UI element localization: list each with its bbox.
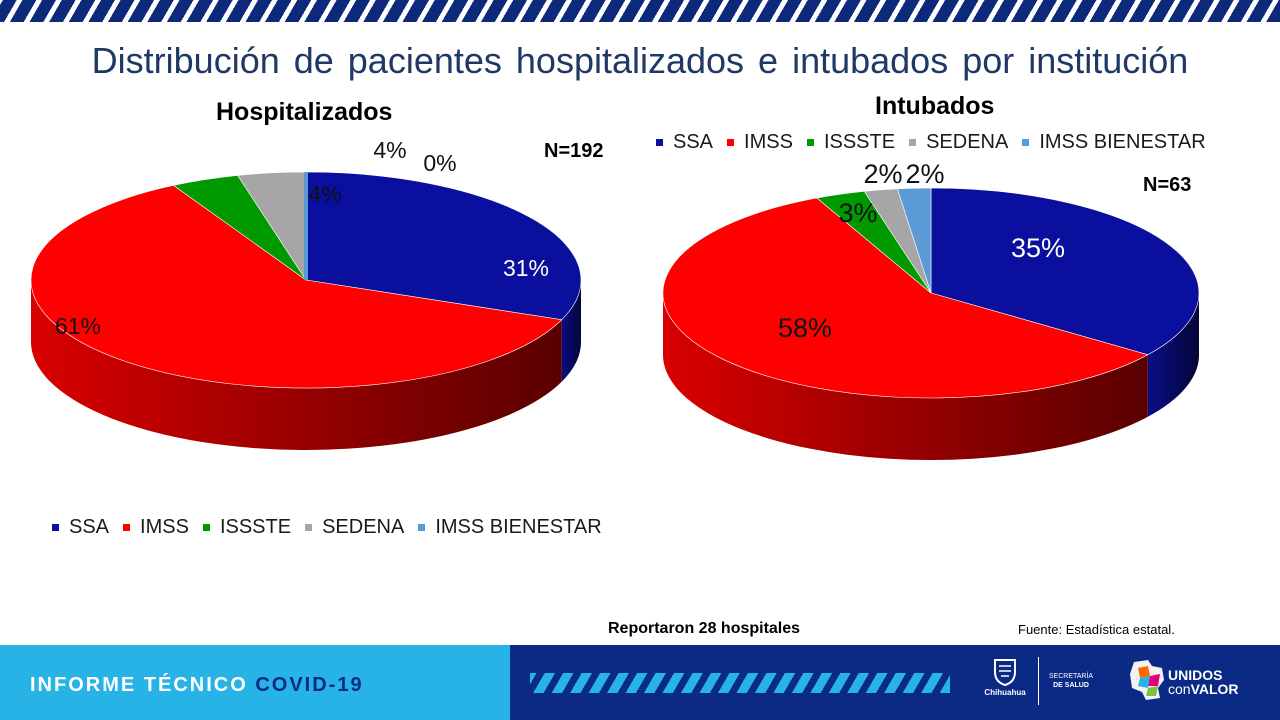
legend-swatch <box>806 139 814 146</box>
legend-item-ssa: SSA <box>52 516 109 539</box>
legend-label: SEDENA <box>926 131 1009 153</box>
state-map-icon <box>1130 660 1164 700</box>
data-label-imss: 61% <box>55 313 101 339</box>
unidos-label: UNIDOS <box>1168 667 1223 683</box>
data-label-imss: 58% <box>778 313 832 343</box>
legend-label: IMSS BIENESTAR <box>435 516 602 538</box>
legend-label: IMSS BIENESTAR <box>1039 131 1206 153</box>
page-title: Distribución de pacientes hospitalizados… <box>91 40 1189 81</box>
report-title: INFORME TÉCNICO COVID-19 <box>30 674 364 697</box>
data-label-issste: 4% <box>308 181 341 207</box>
chihuahua-logo-label: Chihuahua <box>984 688 1026 697</box>
legend-swatch <box>305 524 313 531</box>
data-label-ssa: 31% <box>503 255 549 281</box>
pie-slice-ssa <box>930 187 1200 356</box>
hospitals-reported-note: Reportaron 28 hospitales <box>608 620 801 637</box>
pie-slice-imss <box>30 185 563 389</box>
legend-swatch <box>123 524 131 531</box>
data-label-imss-bienestar: 0% <box>423 150 456 176</box>
data-label-issste: 3% <box>838 198 877 228</box>
legend-item-sedena: SEDENA <box>909 131 1008 154</box>
report-accent: COVID-19 <box>255 674 364 696</box>
legend-swatch <box>52 524 59 531</box>
pie-slice-imss-bienestar <box>897 187 932 294</box>
legend-item-sedena: SEDENA <box>305 516 404 539</box>
legend-swatch <box>909 139 917 146</box>
chart-title-hospitalizados: Hospitalizados <box>216 98 393 126</box>
unidos-con-valor-logo: UNIDOS conVALOR <box>1168 668 1239 696</box>
n-label-hospitalizados: N=192 <box>544 140 604 162</box>
pie-slice-imss <box>662 197 1149 399</box>
pie-top-slices <box>30 171 582 389</box>
pie-slice-ssa <box>305 171 582 321</box>
secretaria-salud-logo: SECRETARÍA DE SALUD <box>1046 672 1096 690</box>
footer-left-band <box>0 645 510 720</box>
pie-top-slices <box>662 187 1200 399</box>
pie-side-walls <box>663 293 1199 460</box>
legend-item-ssa: SSA <box>656 131 713 154</box>
secretaria-label-line1: SECRETARÍA <box>1048 673 1094 680</box>
pie-wall-imss <box>663 293 1148 460</box>
con-label: con <box>1168 681 1191 697</box>
data-label-sedena: 2% <box>863 159 902 189</box>
pie-wall-ssa <box>561 280 581 382</box>
legend-item-issste: ISSSTE <box>202 516 292 539</box>
legend-label: IMSS <box>140 516 189 538</box>
shield-icon <box>994 659 1016 687</box>
footer-stripe-decoration <box>530 673 950 693</box>
data-label-imss-bienestar: 2% <box>905 159 944 189</box>
legend-label: SSA <box>69 516 110 538</box>
n-label-intubados: N=63 <box>1143 174 1192 196</box>
pie-side-walls <box>30 280 581 451</box>
legend-item-imss-bienestar: IMSS BIENESTAR <box>418 516 602 539</box>
legend-label: IMSS <box>744 131 793 153</box>
legend-item-imss-bienestar: IMSS BIENESTAR <box>1022 131 1206 154</box>
legend-label: SSA <box>673 131 714 153</box>
legend-hospitalizados: SSA IMSS ISSSTE SEDENA IMSS BIENESTAR <box>52 516 602 539</box>
data-label-ssa: 35% <box>1011 233 1065 263</box>
legend-item-issste: ISSSTE <box>806 131 896 154</box>
legend-swatch <box>727 139 735 146</box>
legend-intubados: SSA IMSS ISSSTE SEDENA IMSS BIENESTAR <box>656 131 1206 154</box>
legend-label: ISSSTE <box>219 516 292 538</box>
logo-divider <box>1038 657 1039 705</box>
secretaria-label-line2: DE SALUD <box>1053 682 1089 689</box>
legend-item-imss: IMSS <box>727 131 793 154</box>
legend-item-imss: IMSS <box>123 516 189 539</box>
source-note: Fuente: Estadística estatal. <box>1018 622 1175 637</box>
legend-swatch <box>202 524 210 531</box>
pie-wall-ssa <box>1147 293 1199 417</box>
chart-title-intubados: Intubados <box>875 92 995 120</box>
legend-swatch <box>656 139 663 146</box>
data-label-sedena: 4% <box>373 137 406 163</box>
report-label: INFORME TÉCNICO <box>30 674 248 696</box>
legend-swatch <box>418 524 426 531</box>
valor-label: VALOR <box>1190 681 1239 697</box>
top-stripe-decoration <box>0 0 1280 22</box>
chihuahua-logo: Chihuahua <box>980 658 1030 697</box>
legend-label: ISSSTE <box>823 131 896 153</box>
legend-label: SEDENA <box>322 516 405 538</box>
pie-wall-imss <box>30 280 562 451</box>
legend-swatch <box>1022 139 1030 146</box>
